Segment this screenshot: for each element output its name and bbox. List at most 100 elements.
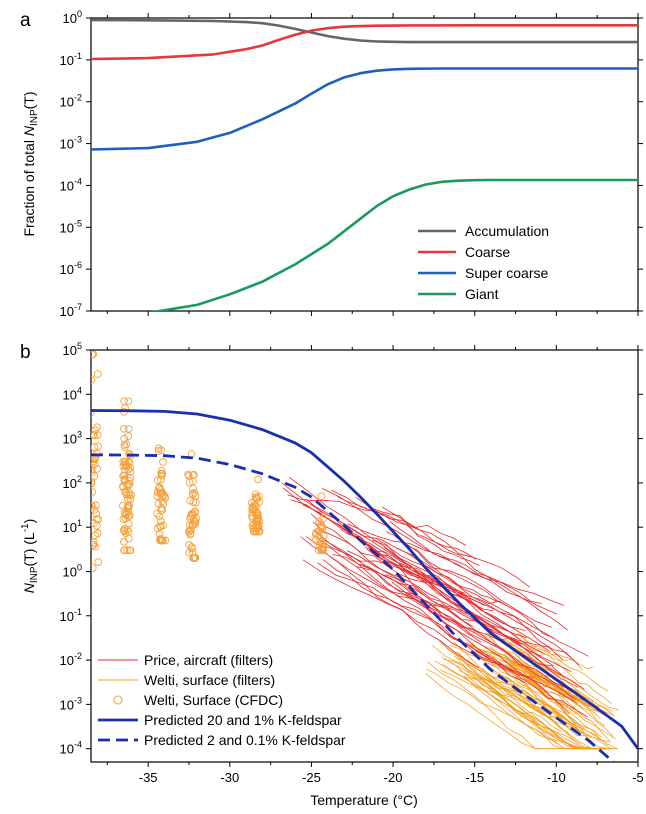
- cfdc-point: [120, 538, 128, 546]
- cfdc-point: [121, 462, 130, 470]
- x-tick-label: -5: [632, 770, 644, 785]
- cfdc-point: [124, 534, 133, 543]
- cfdc-point: [91, 531, 100, 540]
- cfdc-point: [91, 564, 97, 572]
- y-tick-label: 10-3: [60, 135, 82, 152]
- legend-swatch: [113, 695, 123, 705]
- cfdc-point: [120, 434, 129, 443]
- cfdc-point: [120, 424, 128, 433]
- cfdc-point: [161, 536, 170, 545]
- panel-b-axes: -35 -30 -25 -20 -15 -10 -5 10-4 10-3 10-2 10-1 100 1…: [60, 341, 644, 785]
- cfdc-point: [91, 457, 98, 466]
- cfdc-point: [255, 498, 264, 506]
- series-line-coarse: [91, 24, 638, 61]
- cfdc-point: [120, 443, 129, 451]
- y-tick-label: 10-3: [60, 695, 82, 712]
- predicted-20-1-line: [91, 409, 638, 750]
- cfdc-point: [92, 521, 101, 530]
- y-tick-label: 104: [63, 385, 82, 402]
- cfdc-point: [93, 431, 102, 439]
- welti-filter-trace: [517, 674, 608, 746]
- cfdc-point: [156, 522, 165, 531]
- cfdc-point: [91, 350, 98, 359]
- cfdc-point: [158, 536, 166, 545]
- legend-label: Giant: [465, 286, 499, 302]
- x-tick-label: -35: [139, 770, 158, 785]
- cfdc-point: [157, 469, 166, 478]
- series-line-accumulation: [91, 18, 638, 44]
- price-aircraft-trace: [355, 497, 480, 567]
- cfdc-point: [191, 509, 199, 518]
- cfdc-point: [91, 376, 96, 384]
- cfdc-point: [91, 505, 99, 514]
- panel-a-legend: Accumulation Coarse Super coarse Giant: [418, 223, 549, 302]
- cfdc-point: [124, 424, 133, 433]
- cfdc-point: [91, 501, 96, 510]
- cfdc-point: [155, 530, 164, 538]
- price-aircraft-trace: [389, 521, 542, 604]
- series-line-giant: [151, 178, 638, 311]
- price-aircraft-trace: [364, 546, 494, 612]
- cfdc-point: [254, 475, 262, 484]
- legend-label: Accumulation: [465, 223, 549, 239]
- welti-filter-trace: [504, 651, 592, 705]
- welti-filter-trace: [485, 632, 561, 675]
- price-aircraft-trace: [346, 532, 466, 594]
- cfdc-point: [93, 423, 101, 432]
- welti-filter-trace: [489, 667, 618, 750]
- cfdc-point: [124, 432, 133, 441]
- x-tick-label: -25: [302, 770, 321, 785]
- cfdc-point: [127, 491, 135, 499]
- cfdc-point: [317, 521, 326, 529]
- cfdc-point: [157, 489, 166, 498]
- welti-filter-trace: [497, 652, 588, 707]
- cfdc-point: [317, 492, 326, 501]
- y-tick-label: 101: [63, 518, 82, 535]
- panel-a-letter: a: [20, 10, 31, 31]
- cfdc-point: [157, 475, 165, 484]
- cfdc-point: [249, 504, 258, 512]
- cfdc-point: [91, 542, 100, 551]
- cfdc-point: [253, 514, 262, 522]
- cfdc-point: [189, 471, 197, 480]
- cfdc-point: [255, 492, 263, 501]
- cfdc-point: [91, 477, 96, 486]
- cfdc-point: [91, 455, 95, 464]
- panel-a-axes: 10-7 10-6 10-5 10-4 10-3 10-2 10-1 100: [60, 9, 643, 319]
- price-aircraft-trace: [300, 536, 479, 669]
- cfdc-point: [189, 520, 198, 529]
- cfdc-point: [93, 370, 102, 378]
- price-aircraft-trace: [289, 476, 551, 652]
- cfdc-point: [319, 532, 328, 540]
- panel-a-plot-area: [91, 18, 638, 311]
- y-tick-label: 100: [63, 562, 82, 579]
- cfdc-point: [190, 488, 199, 497]
- welti-filter-trace: [435, 637, 592, 742]
- cfdc-point: [91, 541, 98, 549]
- cfdc-point: [91, 443, 99, 451]
- y-tick-label: 10-5: [60, 218, 82, 235]
- price-aircraft-trace: [397, 566, 585, 690]
- cfdc-point: [157, 446, 166, 455]
- cfdc-point: [154, 444, 163, 453]
- welti-filter-trace: [426, 668, 558, 743]
- y-tick-label: 10-1: [60, 607, 82, 624]
- y-tick-label: 105: [63, 341, 82, 358]
- y-tick-label: 10-1: [60, 51, 82, 68]
- panel-a-y-axis-title: Fraction of total NINP(T): [21, 91, 40, 236]
- welti-filter-trace: [504, 663, 602, 738]
- welti-filter-trace: [453, 655, 605, 750]
- cfdc-point: [248, 505, 257, 514]
- cfdc-point: [158, 497, 167, 505]
- welti-filter-trace: [514, 634, 612, 705]
- welti-filter-trace: [457, 651, 560, 727]
- welti-filter-trace: [427, 661, 590, 750]
- panel-b-plot-area: [91, 350, 638, 762]
- cfdc-point: [124, 501, 133, 510]
- cfdc-point: [253, 516, 262, 525]
- cfdc-point: [94, 558, 102, 566]
- price-aircraft-trace: [302, 559, 534, 678]
- cfdc-point: [125, 546, 134, 555]
- series-line-super-coarse: [91, 67, 638, 151]
- cfdc-point: [91, 449, 95, 457]
